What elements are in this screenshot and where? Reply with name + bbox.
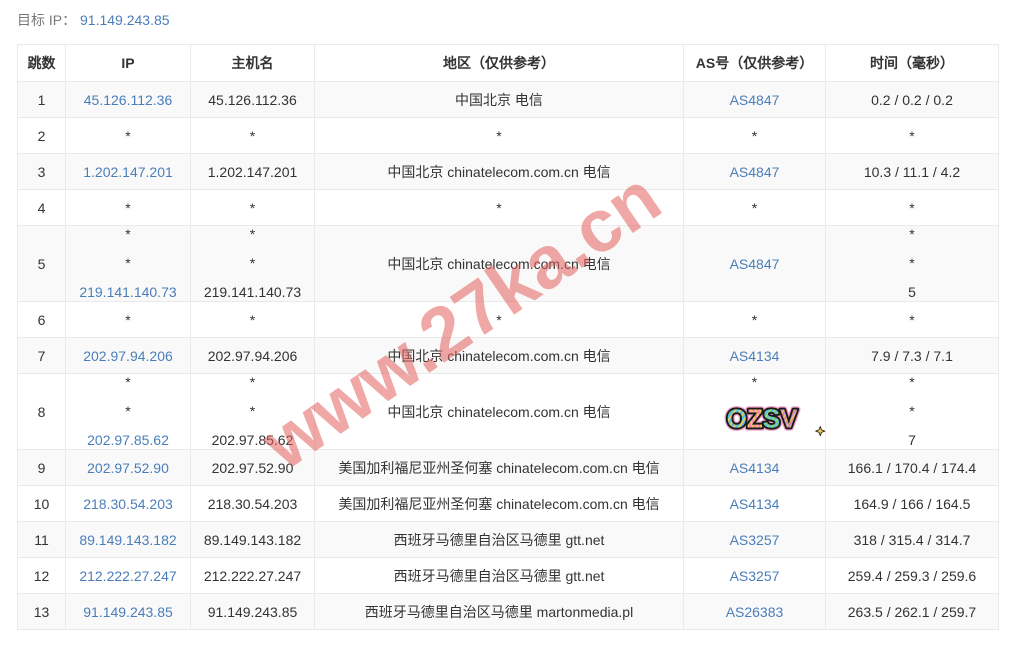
svg-text:OZSV: OZSV <box>727 403 799 433</box>
